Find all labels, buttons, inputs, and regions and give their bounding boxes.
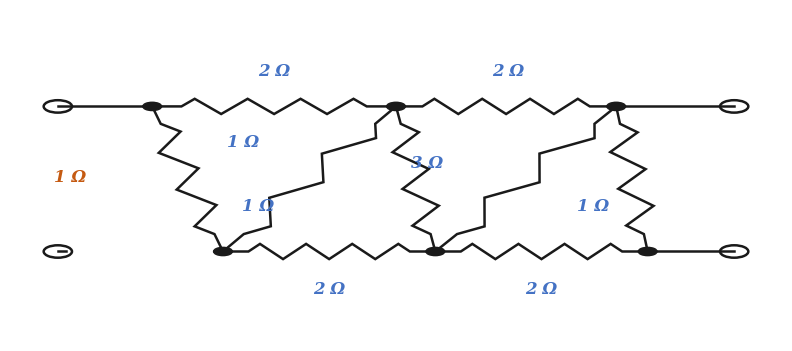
Text: 1 Ω: 1 Ω bbox=[227, 134, 259, 151]
Circle shape bbox=[214, 247, 232, 256]
Text: 2 Ω: 2 Ω bbox=[258, 64, 290, 80]
Circle shape bbox=[607, 102, 626, 111]
Circle shape bbox=[143, 102, 162, 111]
Circle shape bbox=[386, 102, 406, 111]
Text: 2 Ω: 2 Ω bbox=[525, 281, 558, 298]
Text: 2 Ω: 2 Ω bbox=[313, 281, 345, 298]
Text: 1 Ω: 1 Ω bbox=[242, 198, 275, 215]
Text: 1 Ω: 1 Ω bbox=[54, 169, 86, 186]
Circle shape bbox=[638, 247, 657, 256]
Text: 2 Ω: 2 Ω bbox=[493, 64, 524, 80]
Text: 1 Ω: 1 Ω bbox=[577, 198, 609, 215]
Text: 3 Ω: 3 Ω bbox=[411, 155, 444, 172]
Circle shape bbox=[426, 247, 445, 256]
